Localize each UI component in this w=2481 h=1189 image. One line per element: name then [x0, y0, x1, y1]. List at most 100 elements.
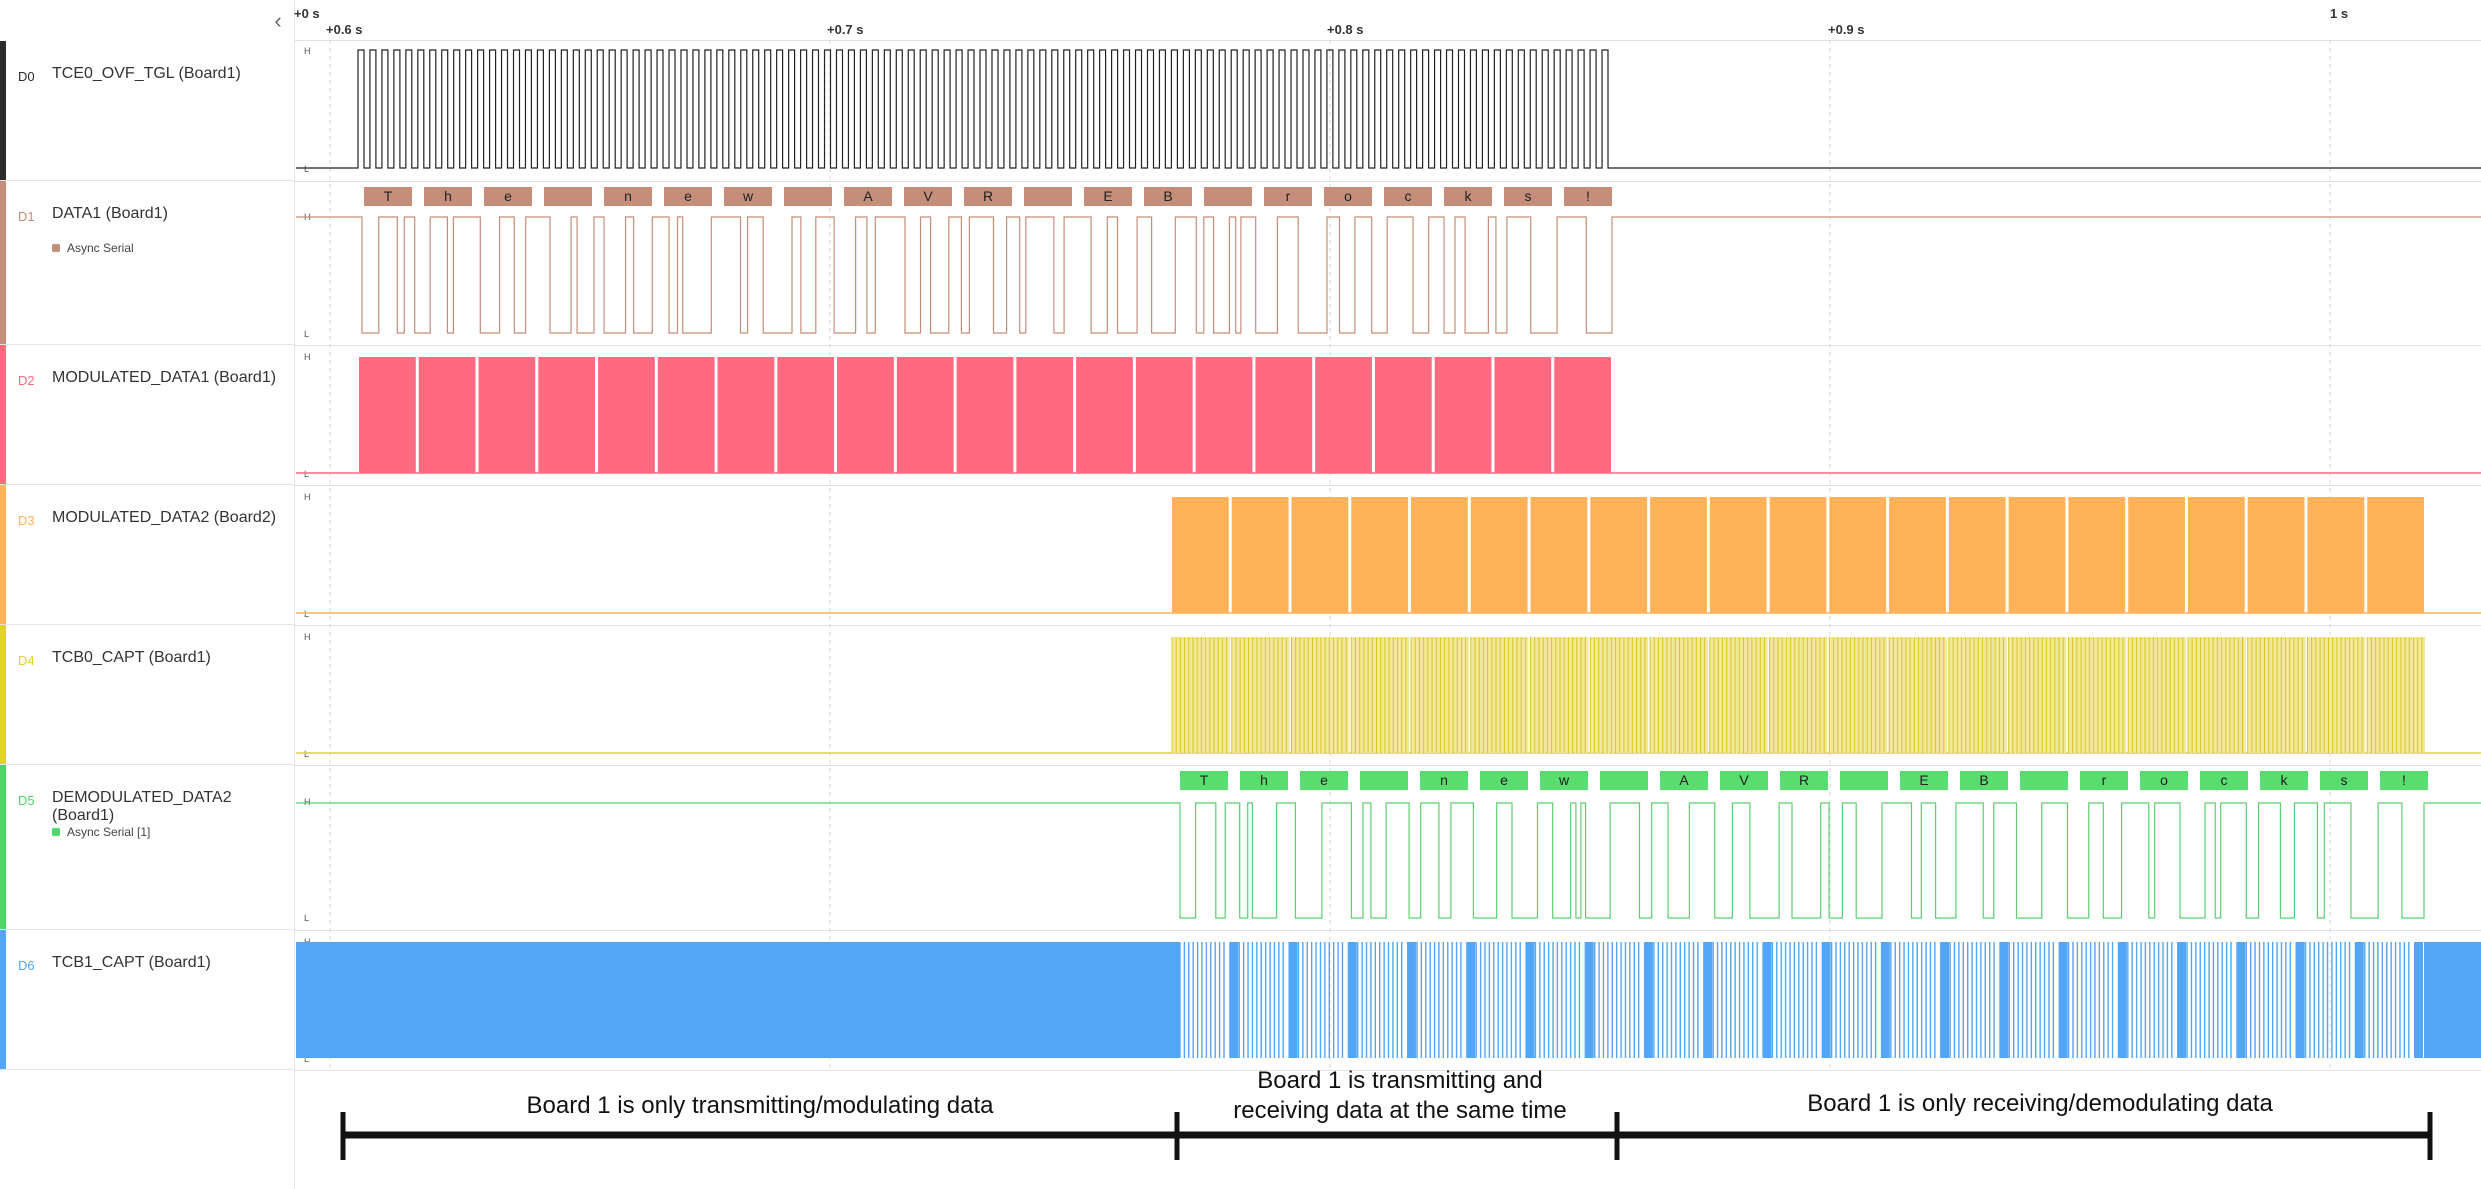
channel-color-bar	[0, 181, 6, 344]
waveform-d6-solid	[296, 942, 1180, 1058]
decoded-data1-box	[1504, 187, 1552, 206]
time-tick: +0.7 s	[827, 22, 864, 37]
time-ruler[interactable]: +0 s +0.6 s +0.7 s +0.8 s +0.9 s 1 s	[294, 0, 2481, 40]
decoded-demod2-char: !	[2402, 772, 2406, 788]
decoded-demod2-box	[1660, 771, 1708, 790]
time-tick: +0.6 s	[326, 22, 363, 37]
channel-id: D0	[18, 69, 35, 84]
decoded-data1-char: r	[1286, 188, 1291, 204]
waveform-d2-burst	[1255, 357, 1313, 473]
decoded-demod2-char: A	[1679, 772, 1689, 788]
waveform-d4-burst	[2008, 637, 2067, 753]
waveform-d6-block	[1703, 942, 1713, 1058]
analyzer-dot-icon	[52, 827, 60, 836]
waveform-d4-burst	[1709, 637, 1768, 753]
decoded-demod2-box	[1360, 771, 1408, 790]
waveform-d2-burst	[1076, 357, 1133, 473]
decoded-data1-box	[1024, 187, 1072, 206]
level-high-label: H	[304, 46, 311, 56]
channel-id: D1	[18, 209, 35, 224]
decoded-data1-box	[604, 187, 652, 206]
channel-row-d3[interactable]: D3 MODULATED_DATA2 (Board2)	[0, 485, 294, 625]
decoded-data1-char: w	[742, 188, 754, 204]
analyzer-label: Async Serial	[67, 241, 134, 255]
waveform-d3-burst	[2367, 497, 2424, 613]
analyzer-tag[interactable]: Async Serial	[52, 241, 134, 255]
waveform-d4-burst	[1590, 637, 1649, 753]
decoded-data1-box	[904, 187, 952, 206]
decoded-demod2-char: w	[1558, 772, 1570, 788]
waveform-d4-burst	[1889, 637, 1947, 753]
decoded-data1-box	[1324, 187, 1372, 206]
decoded-demod2-char: e	[1320, 772, 1328, 788]
waveform-d4-burst	[2307, 637, 2366, 753]
channel-row-d1[interactable]: D1 DATA1 (Board1) Async Serial	[0, 181, 294, 345]
level-low-label: L	[304, 164, 310, 174]
channel-name[interactable]: TCE0_OVF_TGL (Board1)	[52, 65, 241, 82]
waveform-d4-burst	[1470, 637, 1529, 753]
waveform-d3-burst	[1948, 497, 2006, 613]
waveform-d2-burst	[1016, 357, 1074, 473]
time-tick: +0.9 s	[1828, 22, 1865, 37]
decoded-demod2-char: n	[1440, 772, 1448, 788]
waveform-d4-burst	[1948, 637, 2007, 753]
decoded-demod2-box	[1780, 771, 1828, 790]
waveform-d2-burst	[1434, 357, 1492, 473]
waveform-d4-burst	[2128, 637, 2186, 753]
channel-name[interactable]: DEMODULATED_DATA2 (Board1)	[52, 789, 232, 824]
chevron-left-icon[interactable]: ‹	[274, 8, 282, 33]
waveform-d2-burst	[1554, 357, 1611, 473]
row-separator	[294, 181, 2481, 182]
waveform-d4-burst	[1351, 637, 1410, 753]
waveform-d6-block	[2354, 942, 2364, 1058]
decoded-demod2-box	[1240, 771, 1288, 790]
waveform-d6-block	[2058, 942, 2068, 1058]
decoded-demod2-box	[2080, 771, 2128, 790]
annotation-phase1: Board 1 is only transmitting/modulating …	[526, 1092, 994, 1119]
analyzer-tag[interactable]: Async Serial [1]	[52, 825, 150, 839]
channel-name[interactable]: TCB0_CAPT (Board1)	[52, 649, 211, 666]
channel-row-d0[interactable]: D0 TCE0_OVF_TGL (Board1)	[0, 41, 294, 181]
waveform-d4-burst	[2247, 637, 2306, 753]
channel-row-d2[interactable]: D2 MODULATED_DATA1 (Board1)	[0, 345, 294, 485]
decoded-demod2-char: k	[2281, 772, 2289, 788]
channel-color-bar	[0, 41, 6, 180]
channel-name[interactable]: MODULATED_DATA1 (Board1)	[52, 369, 277, 386]
waveform-d6-block	[2177, 942, 2187, 1058]
decoded-demod2-char: E	[1919, 772, 1928, 788]
waveform-d2-burst	[598, 357, 655, 473]
waveform-d4-burst	[2068, 637, 2127, 753]
waveform-d3-burst	[1291, 497, 1349, 613]
decoded-data1-char: k	[1465, 188, 1473, 204]
row-separator	[294, 485, 2481, 486]
decoded-demod2-char: h	[1260, 772, 1268, 788]
waveform-d3-burst	[2128, 497, 2185, 613]
waveform-d4-burst	[1650, 637, 1708, 753]
waveform-d6-block	[1821, 942, 1831, 1058]
waveform-d2-burst	[1374, 357, 1432, 473]
row-separator	[294, 1070, 2481, 1071]
decoded-demod2-char: c	[2221, 772, 2228, 788]
waveform-d3-burst	[2247, 497, 2305, 613]
waveform-d6-block	[1999, 942, 2009, 1058]
channel-name[interactable]: MODULATED_DATA2 (Board2)	[52, 509, 277, 526]
channel-row-d5[interactable]: D5 DEMODULATED_DATA2 (Board1) Async Seri…	[0, 765, 294, 930]
time-tick: +0.8 s	[1327, 22, 1364, 37]
decoded-data1-char: c	[1405, 188, 1412, 204]
decoded-data1-char: o	[1344, 188, 1352, 204]
waveform-d3-burst	[2068, 497, 2126, 613]
waveform-d6-block	[2236, 942, 2246, 1058]
decoded-demod2-char: B	[1979, 772, 1988, 788]
decoded-data1-box	[1144, 187, 1192, 206]
channel-name[interactable]: DATA1 (Board1)	[52, 205, 168, 222]
waveform-d6-block	[1584, 942, 1594, 1058]
decoded-demod2-char: R	[1799, 772, 1809, 788]
channel-row-d6[interactable]: D6 TCB1_CAPT (Board1)	[0, 930, 294, 1070]
channel-row-d4[interactable]: D4 TCB0_CAPT (Board1)	[0, 625, 294, 765]
level-high-label: H	[304, 797, 311, 807]
waveform-d4-burst	[1231, 637, 1290, 753]
channel-name[interactable]: TCB1_CAPT (Board1)	[52, 954, 211, 971]
decoded-demod2-box	[1840, 771, 1888, 790]
decoded-demod2-box	[1960, 771, 2008, 790]
